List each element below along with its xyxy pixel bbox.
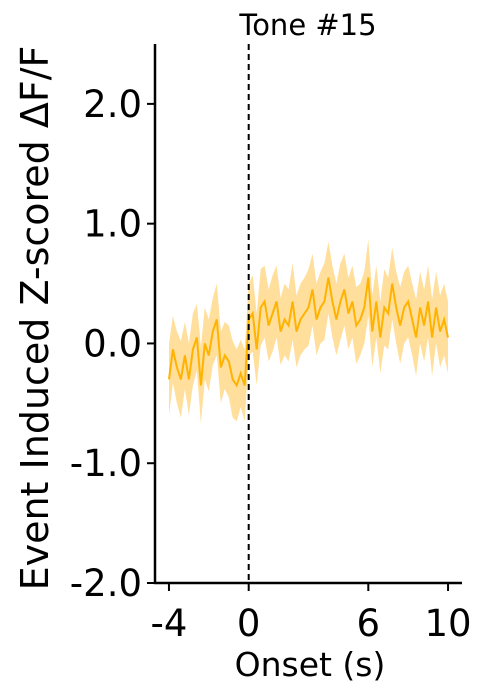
y-tick-label: -1.0 [70, 442, 142, 485]
x-tick-label: 0 [237, 602, 261, 645]
x-tick-label: 6 [357, 602, 381, 645]
y-tick-label: -2.0 [70, 562, 142, 605]
y-tick-label: 0.0 [83, 322, 142, 365]
y-ticks: -2.0 -1.0 0.0 1.0 2.0 [70, 83, 155, 605]
chart-title: Tone #15 [238, 8, 376, 42]
x-ticks: -4 0 6 10 [151, 583, 472, 645]
y-tick-label: 1.0 [83, 203, 142, 246]
y-axis-label: Event Induced Z-scored ΔF/F [13, 46, 57, 591]
plot-area [168, 44, 449, 583]
y-tick-label: 2.0 [83, 83, 142, 126]
mean-trace [168, 277, 449, 388]
x-axis-label: Onset (s) [235, 645, 386, 684]
x-tick-label: 10 [424, 602, 471, 645]
sem-band [169, 239, 448, 424]
x-tick-label: -4 [151, 602, 188, 645]
